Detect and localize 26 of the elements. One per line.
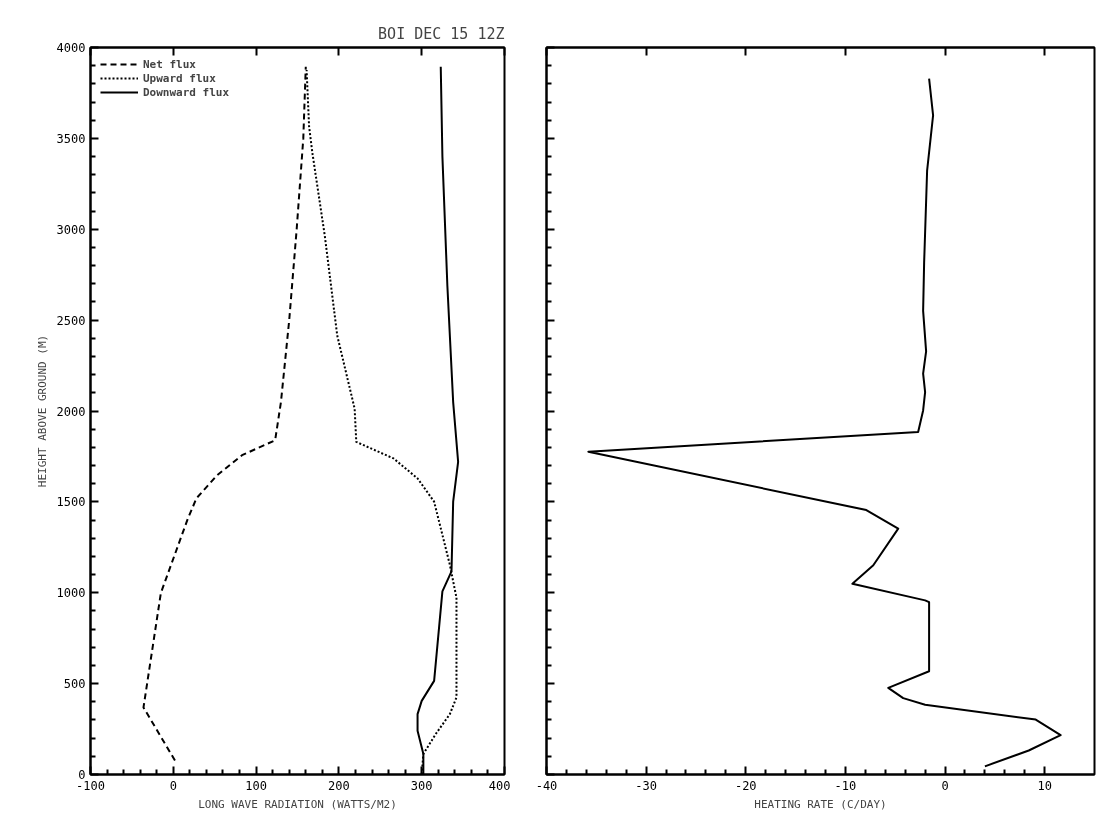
y-tick-label: 2500 <box>56 313 86 328</box>
y-tick-label: 3000 <box>56 222 86 237</box>
x-tick-label: 100 <box>245 778 267 793</box>
x-tick-label: 10 <box>1037 778 1052 793</box>
y-tick-label: 500 <box>63 677 86 692</box>
legend-label: Net flux <box>143 57 196 71</box>
x-tick-label: 200 <box>328 778 350 793</box>
y-axis-title: HEIGHT ABOVE GROUND (M) <box>35 334 49 488</box>
x-tick-label: -20 <box>734 778 757 793</box>
x-tick-label: 300 <box>410 778 433 793</box>
y-tick-label: 1500 <box>56 495 86 510</box>
x-tick-label: -40 <box>535 778 558 793</box>
x-tick-label: 0 <box>941 778 949 793</box>
x-tick-label: 400 <box>488 778 511 793</box>
x-axis-title: HEATING RATE (C/DAY) <box>754 797 887 811</box>
y-tick-label: 2000 <box>56 404 86 419</box>
x-axis-title: LONG WAVE RADIATION (WATTS/M2) <box>198 797 397 811</box>
y-tick-label: 3500 <box>56 131 86 146</box>
legend-label: Downward flux <box>143 85 230 99</box>
x-tick-label: -10 <box>834 778 857 793</box>
y-tick-label: 4000 <box>56 41 86 55</box>
x-tick-label: 0 <box>169 778 177 793</box>
y-tick-label: 1000 <box>56 586 86 601</box>
x-tick-label: -30 <box>635 778 657 793</box>
chart-title: BOI DEC 15 12Z <box>378 24 505 43</box>
legend-label: Upward flux <box>143 71 216 85</box>
